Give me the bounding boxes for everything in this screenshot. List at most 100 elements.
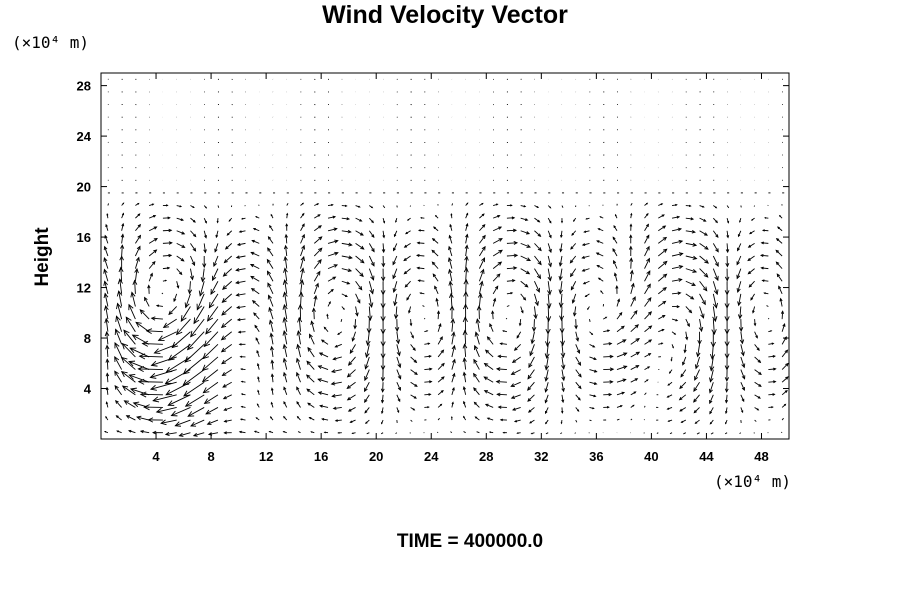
vector-arrowhead: [125, 415, 131, 419]
vector-arrowhead: [755, 335, 758, 339]
vector-arrowhead: [510, 371, 516, 375]
vector-arrowhead: [593, 369, 598, 373]
vector-arrowhead: [344, 294, 348, 297]
vector-arrowhead: [184, 302, 190, 309]
vector-arrowhead: [114, 328, 121, 336]
vector-arrow: [148, 215, 156, 219]
vector-arrowhead: [783, 403, 787, 407]
vector-arrowhead: [353, 325, 357, 330]
vector-arrowhead: [527, 398, 532, 402]
vector-arrowhead: [240, 405, 244, 408]
vector-arrow: [754, 394, 761, 399]
vector-arrowhead: [607, 329, 611, 333]
vector-arrow: [545, 394, 549, 403]
vector-arrow: [766, 305, 769, 307]
vector-arrowhead: [685, 336, 689, 341]
vector-arrow: [355, 243, 365, 250]
vector-arrowhead: [441, 376, 445, 380]
vector-arrowhead: [702, 205, 705, 208]
vector-arrow: [139, 309, 150, 320]
vector-arrow: [465, 267, 467, 282]
vector-arrowhead: [187, 289, 193, 295]
vector-arrowhead: [750, 218, 754, 221]
vector-arrow: [205, 318, 219, 335]
vector-arrow: [781, 376, 789, 383]
vector-arrowhead: [613, 259, 617, 264]
vector-arrowhead: [152, 396, 160, 403]
vector-arrow: [346, 381, 356, 389]
vector-arrow: [307, 347, 315, 358]
vector-arrowhead: [645, 223, 649, 228]
vector-arrow: [283, 387, 288, 395]
vector-arrow: [761, 242, 769, 244]
vector-arrowhead: [645, 212, 649, 216]
vector-arrowhead: [253, 430, 257, 433]
vector-arrowhead: [599, 216, 602, 218]
vector-arrowhead: [726, 221, 730, 224]
vector-arrowhead: [380, 388, 385, 393]
vector-arrowhead: [114, 342, 120, 349]
vector-arrowhead: [522, 297, 527, 301]
vector-arrowhead: [451, 401, 454, 405]
vector-arrow: [500, 343, 507, 345]
vector-arrowhead: [283, 371, 287, 377]
vector-arrowhead: [434, 285, 438, 290]
vector-arrow: [736, 255, 742, 265]
vector-arrow: [699, 268, 709, 278]
vector-arrowhead: [633, 391, 637, 394]
vector-arrowhead: [545, 316, 552, 322]
vector-arrow: [478, 281, 483, 294]
vector-arrowhead: [737, 301, 742, 307]
vector-arrowhead: [282, 291, 288, 298]
vector-arrowhead: [337, 431, 340, 434]
vector-arrowhead: [724, 411, 728, 415]
vector-arrowhead: [128, 429, 132, 433]
vector-arrowhead: [347, 268, 353, 273]
vector-arrowhead: [365, 340, 371, 347]
vector-arrowhead: [380, 411, 384, 415]
vector-arrowhead: [250, 251, 255, 256]
vector-arrow: [392, 268, 398, 279]
vector-arrowhead: [715, 248, 719, 253]
vector-arrowhead: [269, 224, 272, 228]
vector-arrowhead: [171, 341, 179, 349]
vector-arrowhead: [174, 421, 181, 427]
vector-arrow: [333, 407, 342, 409]
vector-arrowhead: [724, 290, 730, 296]
vector-arrow: [644, 405, 646, 408]
vector-arrowhead: [153, 348, 161, 354]
vector-arrowhead: [316, 270, 321, 276]
vector-arrow: [476, 431, 480, 434]
vector-arrowhead: [697, 339, 702, 346]
vector-arrow: [644, 235, 650, 244]
vector-arrow: [496, 368, 507, 371]
vector-arrow: [740, 331, 743, 344]
vector-arrow: [128, 430, 136, 434]
vector-arrowhead: [477, 292, 483, 299]
vector-arrowhead: [333, 227, 338, 231]
vector-arrowhead: [497, 405, 502, 409]
vector-arrow: [451, 203, 454, 206]
vector-arrow: [117, 303, 123, 320]
vector-arrow: [644, 392, 647, 396]
vector-arrow: [760, 254, 769, 257]
vector-arrow: [313, 259, 322, 269]
vector-arrowhead: [648, 325, 653, 330]
vector-arrow: [712, 243, 719, 252]
vector-arrow: [570, 268, 577, 277]
vector-arrowhead: [348, 255, 353, 260]
vector-arrowhead: [770, 330, 773, 332]
vector-arrowhead: [380, 365, 386, 371]
vector-arrowhead: [530, 432, 533, 435]
vector-arrowhead: [364, 364, 369, 370]
vector-arrowhead: [186, 343, 194, 351]
vector-arrow: [208, 293, 219, 308]
vector-arrowhead: [164, 431, 170, 437]
vector-arrowhead: [724, 399, 729, 404]
vector-arrow: [331, 381, 342, 385]
vector-arrow: [768, 368, 776, 371]
vector-arrow: [781, 349, 788, 358]
vector-arrow: [529, 344, 535, 356]
vector-arrow: [270, 333, 274, 345]
vector-arrowhead: [308, 417, 312, 420]
